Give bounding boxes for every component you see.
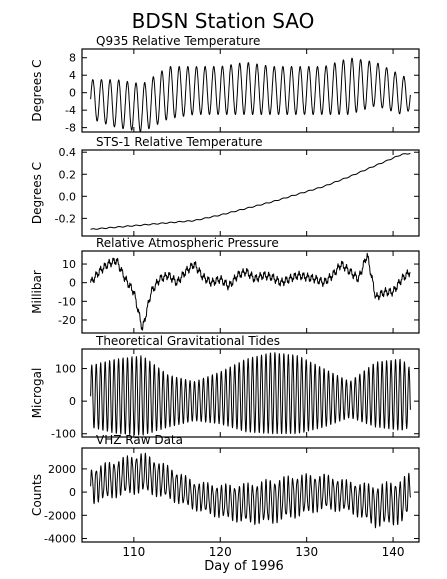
panel-title: Theoretical Gravitational Tides (95, 334, 280, 348)
series-line (90, 57, 411, 133)
x-tick-label: 130 (295, 545, 318, 559)
x-tick-label: 120 (209, 545, 232, 559)
y-tick-label: 0 (69, 395, 76, 408)
x-axis-label: Day of 1996 (204, 559, 284, 574)
y-tick-label: 0.0 (59, 190, 77, 203)
panel-title: VHZ Raw Data (96, 433, 183, 447)
y-tick-label: 4 (69, 69, 76, 82)
plot-frame (81, 48, 420, 133)
y-tick-label: -100 (51, 428, 76, 441)
y-tick-label: 0 (69, 277, 76, 290)
y-tick-label: -10 (58, 295, 76, 308)
y-tick-label: 0 (69, 87, 76, 100)
panels: Q935 Relative Temperature Degrees C -8 -4 0 4… (30, 34, 420, 546)
y-tick-label: -4 (65, 104, 76, 117)
y-tick-label: 0.2 (59, 168, 77, 181)
plot-frame (81, 250, 420, 334)
plot-frame (81, 149, 420, 237)
panel-2: STS-1 Relative Temperature Degrees C -0.2 0… (30, 135, 420, 237)
panel-1: Q935 Relative Temperature Degrees C -8 -4 0 4… (30, 34, 420, 135)
panel-5: VHZ Raw Data Counts -4000 -2000 0 2000 (30, 433, 420, 546)
x-axis: 110 120 130 140 (122, 545, 404, 559)
y-axis-label: Degrees C (30, 59, 44, 121)
series-line (90, 352, 411, 436)
y-tick-label: -0.2 (55, 212, 76, 225)
panel-4: Theoretical Gravitational Tides Microgal-… (30, 334, 420, 441)
panel-title: Q935 Relative Temperature (96, 34, 260, 48)
y-axis-label: Degrees C (30, 162, 44, 224)
plot-frame (81, 348, 420, 438)
figure-title: BDSN Station SAO (132, 9, 315, 33)
y-tick-label: 10 (62, 258, 76, 271)
series-line (90, 452, 411, 529)
panel-3: Relative Atmospheric Pressure Millibar -20… (30, 236, 420, 334)
y-axis-label: Microgal (30, 368, 44, 419)
y-axis-label: Millibar (30, 270, 44, 314)
panel-title: Relative Atmospheric Pressure (96, 236, 279, 250)
y-tick-label: -4000 (44, 533, 76, 546)
x-tick-label: 110 (122, 545, 145, 559)
panel-title: STS-1 Relative Temperature (96, 135, 263, 149)
y-tick-label: -8 (65, 122, 76, 135)
series-line (90, 152, 411, 230)
y-tick-label: 2000 (48, 463, 76, 476)
series-line (90, 252, 411, 331)
plot-frame (81, 447, 420, 543)
y-tick-label: -2000 (44, 509, 76, 522)
y-tick-label: 8 (69, 52, 76, 65)
y-tick-label: -20 (58, 314, 76, 327)
y-tick-label: 0 (69, 486, 76, 499)
y-axis-label: Counts (30, 474, 44, 516)
x-tick-label: 140 (382, 545, 405, 559)
y-tick-label: 0.4 (59, 146, 77, 159)
y-tick-label: 100 (55, 363, 76, 376)
